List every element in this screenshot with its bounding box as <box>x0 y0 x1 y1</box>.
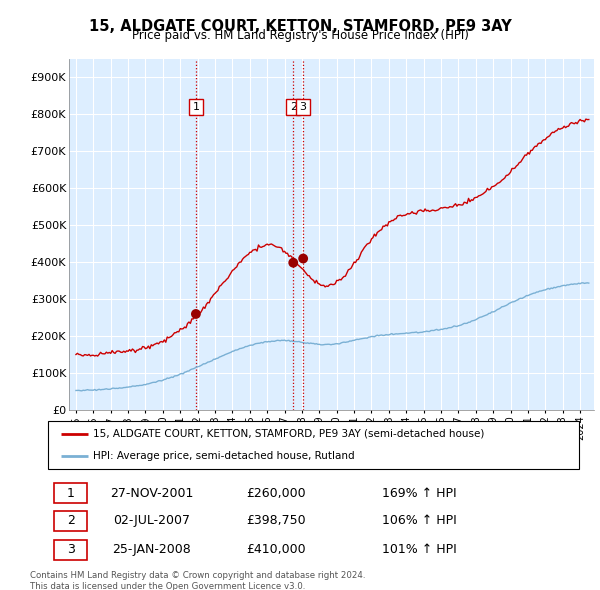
Point <box>298 254 308 263</box>
Text: 2: 2 <box>290 102 297 112</box>
Text: 106% ↑ HPI: 106% ↑ HPI <box>382 514 457 527</box>
FancyBboxPatch shape <box>55 483 87 503</box>
Text: Contains HM Land Registry data © Crown copyright and database right 2024.
This d: Contains HM Land Registry data © Crown c… <box>30 571 365 590</box>
Text: £260,000: £260,000 <box>247 487 306 500</box>
Text: 101% ↑ HPI: 101% ↑ HPI <box>382 543 457 556</box>
Text: 25-JAN-2008: 25-JAN-2008 <box>112 543 191 556</box>
Text: 1: 1 <box>67 487 75 500</box>
Text: 169% ↑ HPI: 169% ↑ HPI <box>382 487 457 500</box>
FancyBboxPatch shape <box>48 421 579 469</box>
Point <box>289 258 298 267</box>
FancyBboxPatch shape <box>55 540 87 560</box>
Text: 3: 3 <box>67 543 75 556</box>
Point <box>191 309 201 319</box>
Text: £410,000: £410,000 <box>247 543 306 556</box>
Text: 2: 2 <box>67 514 75 527</box>
Text: £398,750: £398,750 <box>247 514 306 527</box>
Text: 1: 1 <box>193 102 199 112</box>
Text: 27-NOV-2001: 27-NOV-2001 <box>110 487 193 500</box>
Text: 15, ALDGATE COURT, KETTON, STAMFORD, PE9 3AY (semi-detached house): 15, ALDGATE COURT, KETTON, STAMFORD, PE9… <box>93 429 485 439</box>
Text: 3: 3 <box>299 102 307 112</box>
Text: 15, ALDGATE COURT, KETTON, STAMFORD, PE9 3AY: 15, ALDGATE COURT, KETTON, STAMFORD, PE9… <box>89 19 511 34</box>
Text: 02-JUL-2007: 02-JUL-2007 <box>113 514 190 527</box>
Text: HPI: Average price, semi-detached house, Rutland: HPI: Average price, semi-detached house,… <box>93 451 355 461</box>
Text: Price paid vs. HM Land Registry's House Price Index (HPI): Price paid vs. HM Land Registry's House … <box>131 30 469 42</box>
FancyBboxPatch shape <box>55 511 87 531</box>
